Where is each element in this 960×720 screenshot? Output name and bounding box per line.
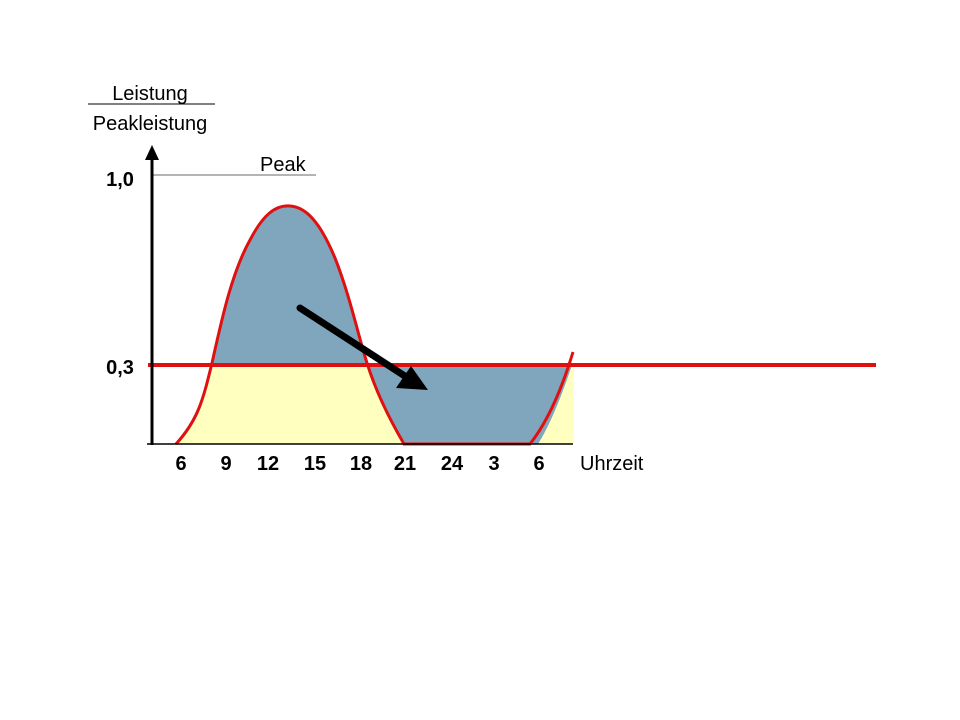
y-axis-arrowhead — [145, 145, 159, 160]
peak-label: Peak — [260, 154, 307, 176]
x-tick-label: 6 — [533, 453, 544, 475]
base-area-below-threshold — [176, 365, 574, 444]
y-axis-label-numerator: Leistung — [112, 83, 188, 105]
x-tick-label: 12 — [257, 453, 279, 475]
x-tick-label: 6 — [175, 453, 186, 475]
x-tick-labels: 6 9 12 15 18 21 24 3 6 — [175, 453, 544, 475]
x-tick-label: 3 — [488, 453, 499, 475]
load-shift-arrow-shaft — [296, 304, 415, 384]
y-tick-label-0-3: 0,3 — [106, 357, 134, 379]
load-shift-arrow-head — [396, 366, 428, 390]
y-axis-label-denominator: Peakleistung — [93, 113, 208, 135]
x-tick-label: 9 — [220, 453, 231, 475]
x-tick-label: 21 — [394, 453, 416, 475]
x-tick-label: 15 — [304, 453, 326, 475]
x-tick-label: 24 — [441, 453, 464, 475]
x-tick-label: 18 — [350, 453, 372, 475]
x-axis-label: Uhrzeit — [580, 453, 644, 475]
y-tick-label-1-0: 1,0 — [106, 169, 134, 191]
